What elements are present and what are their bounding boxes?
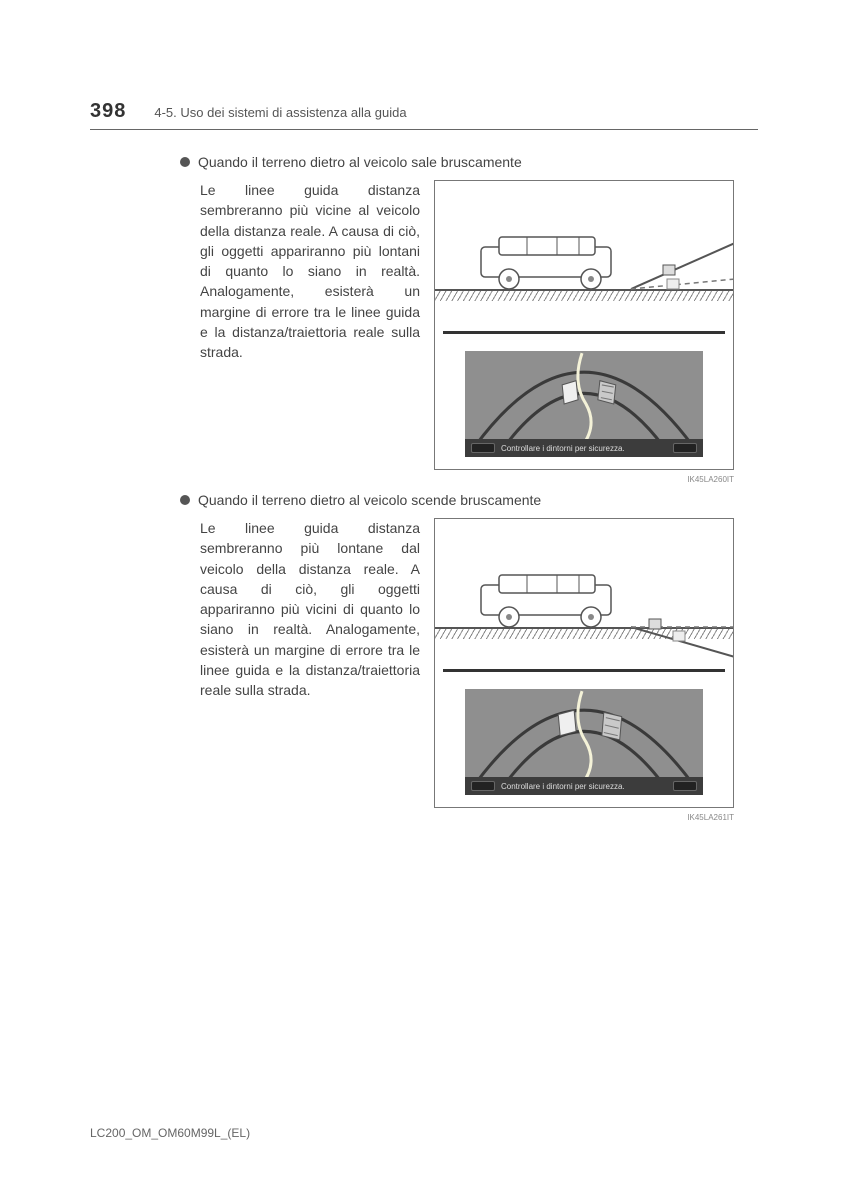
page-header: 398 4-5. Uso dei sistemi di assistenza a… xyxy=(90,100,758,130)
screen-status-bar: Controllare i dintorni per sicurezza. xyxy=(465,777,703,795)
bullet-icon xyxy=(180,157,190,167)
figure-divider xyxy=(443,331,725,334)
figure-2-code: IK45LA261IT xyxy=(687,813,734,822)
page-number: 398 xyxy=(90,100,126,123)
camera-screen: Controllare i dintorni per sicurezza. xyxy=(465,351,703,457)
slope-down-icon xyxy=(435,519,734,679)
slope-up-icon xyxy=(435,181,734,331)
content-row-1: Le linee guida distanza sembreranno più … xyxy=(200,180,758,470)
bullet-icon xyxy=(180,495,190,505)
camera-screen: Controllare i dintorni per sicurezza. xyxy=(465,689,703,795)
section-title: 4-5. Uso dei sistemi di assistenza alla … xyxy=(154,105,406,120)
body-text-1: Le linee guida distanza sembreranno più … xyxy=(200,180,420,470)
bullet-1: Quando il terreno dietro al veicolo sale… xyxy=(180,154,758,170)
bullet-2: Quando il terreno dietro al veicolo scen… xyxy=(180,492,758,508)
screen-button-right xyxy=(673,443,697,453)
body-text-2: Le linee guida distanza sembreranno più … xyxy=(200,518,420,808)
screen-button-left xyxy=(471,443,495,453)
bullet-2-title: Quando il terreno dietro al veicolo scen… xyxy=(198,492,541,508)
screen-warning-text: Controllare i dintorni per sicurezza. xyxy=(501,782,625,791)
figure-2: Controllare i dintorni per sicurezza. xyxy=(434,518,734,808)
figure-1: Controllare i dintorni per sicurezza. xyxy=(434,180,734,470)
content-row-2: Le linee guida distanza sembreranno più … xyxy=(200,518,758,808)
page: 398 4-5. Uso dei sistemi di assistenza a… xyxy=(0,0,848,870)
screen-status-bar: Controllare i dintorni per sicurezza. xyxy=(465,439,703,457)
screen-warning-text: Controllare i dintorni per sicurezza. xyxy=(501,444,625,453)
screen-button-left xyxy=(471,781,495,791)
figure-1-wrap: Controllare i dintorni per sicurezza. IK… xyxy=(434,180,734,470)
figure-1-code: IK45LA260IT xyxy=(687,475,734,484)
figure-divider xyxy=(443,669,725,672)
bullet-1-title: Quando il terreno dietro al veicolo sale… xyxy=(198,154,522,170)
screen-button-right xyxy=(673,781,697,791)
figure-2-wrap: Controllare i dintorni per sicurezza. IK… xyxy=(434,518,734,808)
footer-code: LC200_OM_OM60M99L_(EL) xyxy=(90,1126,250,1140)
